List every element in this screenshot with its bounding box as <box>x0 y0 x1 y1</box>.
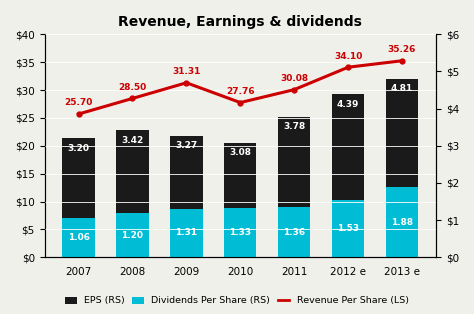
Bar <box>224 208 256 257</box>
Text: 3.20: 3.20 <box>68 144 90 153</box>
Text: 4.39: 4.39 <box>337 100 359 109</box>
Text: 1.36: 1.36 <box>283 228 305 236</box>
Text: 27.76: 27.76 <box>226 87 255 96</box>
Revenue Per Share (LS) <box>76 112 82 116</box>
Revenue Per Share (LS) <box>345 65 351 69</box>
Bar <box>63 218 95 257</box>
Text: 3.27: 3.27 <box>175 141 198 150</box>
Bar <box>224 143 256 257</box>
Title: Revenue, Earnings & dividends: Revenue, Earnings & dividends <box>118 15 362 29</box>
Bar <box>386 187 418 257</box>
Text: 3.78: 3.78 <box>283 122 305 131</box>
Bar <box>116 213 149 257</box>
Text: 1.53: 1.53 <box>337 225 359 233</box>
Text: 4.81: 4.81 <box>391 84 413 93</box>
Line: Revenue Per Share (LS): Revenue Per Share (LS) <box>76 58 404 116</box>
Bar <box>116 130 149 257</box>
Text: 1.88: 1.88 <box>391 218 413 227</box>
Text: 1.20: 1.20 <box>121 230 144 240</box>
Text: 1.33: 1.33 <box>229 228 251 237</box>
Text: 25.70: 25.70 <box>64 98 93 107</box>
Revenue Per Share (LS) <box>183 81 189 85</box>
Text: 31.31: 31.31 <box>172 67 201 76</box>
Bar <box>278 117 310 257</box>
Bar <box>63 138 95 257</box>
Legend: EPS (RS), Dividends Per Share (RS), Revenue Per Share (LS): EPS (RS), Dividends Per Share (RS), Reve… <box>62 293 412 309</box>
Text: 3.08: 3.08 <box>229 149 251 157</box>
Text: 1.31: 1.31 <box>175 229 198 237</box>
Bar <box>170 136 202 257</box>
Text: 3.42: 3.42 <box>121 136 144 145</box>
Revenue Per Share (LS) <box>129 96 135 100</box>
Bar <box>278 207 310 257</box>
Bar <box>170 208 202 257</box>
Text: 1.06: 1.06 <box>68 233 90 242</box>
Revenue Per Share (LS) <box>399 59 405 62</box>
Text: 34.10: 34.10 <box>334 51 362 61</box>
Bar <box>332 200 365 257</box>
Revenue Per Share (LS) <box>292 88 297 91</box>
Bar <box>386 78 418 257</box>
Text: 28.50: 28.50 <box>118 83 146 92</box>
Text: 35.26: 35.26 <box>388 45 416 54</box>
Revenue Per Share (LS) <box>237 101 243 105</box>
Bar <box>332 94 365 257</box>
Text: 30.08: 30.08 <box>280 74 308 83</box>
